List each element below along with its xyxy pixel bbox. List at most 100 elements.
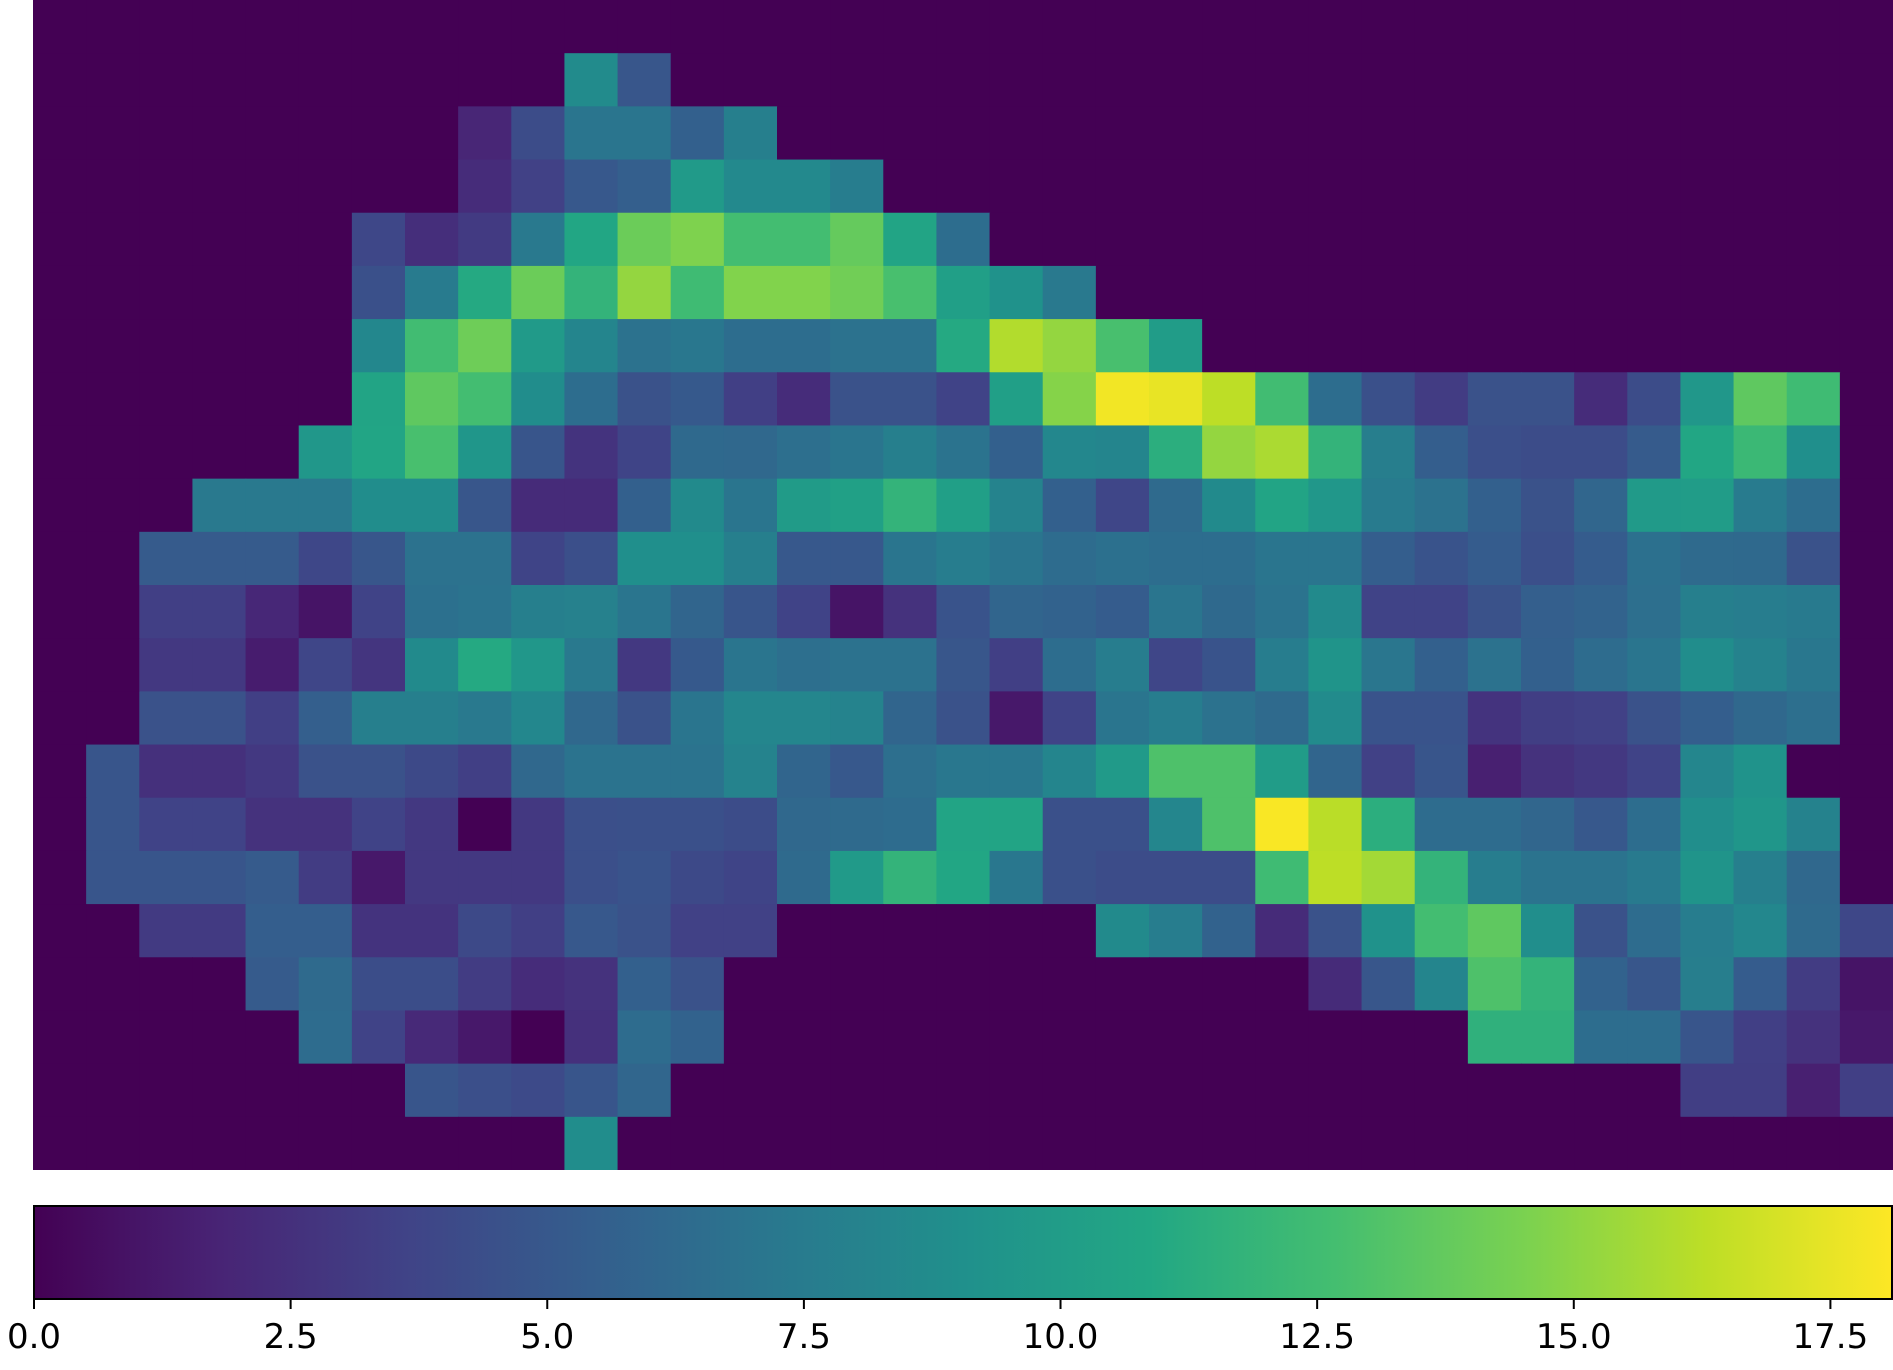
heatmap-cell-r16-c25 xyxy=(1361,850,1416,905)
heatmap-cell-r5-c2 xyxy=(139,265,194,320)
heatmap-cell-r6-c7 xyxy=(405,319,459,373)
heatmap-cell-r14-c9 xyxy=(511,744,566,799)
heatmap-cell-r12-c15 xyxy=(830,638,884,692)
heatmap-cell-r14-c17 xyxy=(936,744,991,799)
heatmap-cell-r7-c20 xyxy=(1095,372,1150,427)
heatmap-cell-r2-c12 xyxy=(670,106,725,161)
heatmap-cell-r20-c23 xyxy=(1255,1063,1310,1118)
heatmap-cell-r19-c24 xyxy=(1308,1010,1363,1065)
heatmap-cell-r2-c24 xyxy=(1308,106,1363,161)
heatmap-cell-r15-c16 xyxy=(883,797,938,852)
heatmap-cell-r1-c1 xyxy=(86,53,140,107)
heatmap-cell-r19-c28 xyxy=(1521,1010,1575,1065)
heatmap-cell-r1-c5 xyxy=(298,53,353,107)
heatmap-cell-r18-c6 xyxy=(351,957,406,1012)
heatmap-cell-r9-c23 xyxy=(1255,478,1310,533)
heatmap-cell-r3-c14 xyxy=(777,159,831,214)
heatmap-cell-r14-c28 xyxy=(1521,744,1575,799)
heatmap-cell-r9-c7 xyxy=(405,478,459,533)
heatmap-cell-r5-c7 xyxy=(405,265,459,320)
heatmap-cell-r21-c3 xyxy=(192,1116,247,1170)
heatmap-cell-r15-c8 xyxy=(458,797,512,852)
heatmap-cell-r0-c34 xyxy=(1839,0,1893,54)
heatmap-cell-r6-c23 xyxy=(1255,319,1310,373)
heatmap-cell-r18-c20 xyxy=(1095,957,1150,1012)
heatmap-cell-r15-c20 xyxy=(1095,797,1150,852)
heatmap-cell-r5-c16 xyxy=(883,265,938,320)
heatmap-cell-r18-c34 xyxy=(1839,957,1893,1012)
heatmap-cell-r7-c24 xyxy=(1308,372,1363,427)
heatmap-cell-r10-c3 xyxy=(192,531,247,586)
heatmap-cell-r1-c20 xyxy=(1095,53,1150,107)
heatmap-cell-r20-c5 xyxy=(298,1063,353,1118)
heatmap-cell-r21-c31 xyxy=(1680,1116,1735,1170)
heatmap-cell-r10-c26 xyxy=(1414,531,1469,586)
heatmap-cell-r11-c26 xyxy=(1414,585,1469,639)
heatmap-cell-r20-c3 xyxy=(192,1063,247,1118)
heatmap-cell-r1-c4 xyxy=(245,53,300,107)
heatmap-cell-r17-c9 xyxy=(511,904,566,958)
heatmap-cell-r8-c21 xyxy=(1149,425,1203,480)
heatmap-cell-r12-c23 xyxy=(1255,638,1310,692)
heatmap-cell-r7-c11 xyxy=(617,372,672,427)
heatmap-cell-r20-c25 xyxy=(1361,1063,1416,1118)
heatmap-cell-r3-c10 xyxy=(564,159,619,214)
heatmap-cell-r8-c10 xyxy=(564,425,619,480)
heatmap-cell-r7-c32 xyxy=(1733,372,1788,427)
heatmap-cell-r16-c3 xyxy=(192,850,247,905)
heatmap-cell-r19-c0 xyxy=(33,1010,87,1065)
heatmap-cell-r12-c10 xyxy=(564,638,619,692)
heatmap-cell-r19-c17 xyxy=(936,1010,991,1065)
heatmap-cell-r2-c6 xyxy=(351,106,406,161)
heatmap-cell-r1-c32 xyxy=(1733,53,1788,107)
heatmap-cell-r20-c24 xyxy=(1308,1063,1363,1118)
heatmap-cell-r19-c21 xyxy=(1149,1010,1203,1065)
heatmap-cell-r9-c3 xyxy=(192,478,247,533)
heatmap-cell-r7-c13 xyxy=(723,372,778,427)
heatmap-cell-r14-c0 xyxy=(33,744,87,799)
heatmap-cell-r14-c11 xyxy=(617,744,672,799)
heatmap-cell-r0-c32 xyxy=(1733,0,1788,54)
heatmap-cell-r0-c29 xyxy=(1574,0,1628,54)
heatmap-cell-r3-c31 xyxy=(1680,159,1735,214)
heatmap-cell-r14-c30 xyxy=(1627,744,1682,799)
heatmap-cell-r16-c19 xyxy=(1042,850,1097,905)
heatmap-cell-r16-c32 xyxy=(1733,850,1788,905)
heatmap-cell-r10-c27 xyxy=(1467,531,1522,586)
heatmap-cell-r20-c9 xyxy=(511,1063,566,1118)
heatmap-cell-r3-c9 xyxy=(511,159,566,214)
heatmap-cell-r10-c4 xyxy=(245,531,300,586)
heatmap-cell-r17-c17 xyxy=(936,904,991,958)
heatmap-cell-r11-c18 xyxy=(989,585,1044,639)
heatmap-cell-r12-c31 xyxy=(1680,638,1735,692)
heatmap-cell-r4-c33 xyxy=(1786,212,1841,267)
heatmap-cell-r11-c16 xyxy=(883,585,938,639)
heatmap-cell-r2-c29 xyxy=(1574,106,1628,161)
heatmap-cell-r6-c26 xyxy=(1414,319,1469,373)
heatmap-cell-r12-c3 xyxy=(192,638,247,692)
heatmap-cell-r9-c33 xyxy=(1786,478,1841,533)
heatmap-cell-r20-c14 xyxy=(777,1063,831,1118)
heatmap-cell-r16-c21 xyxy=(1149,850,1203,905)
heatmap-cell-r8-c1 xyxy=(86,425,140,480)
heatmap-cell-r16-c10 xyxy=(564,850,619,905)
heatmap-cell-r12-c12 xyxy=(670,638,725,692)
heatmap-cell-r9-c10 xyxy=(564,478,619,533)
heatmap-cell-r18-c0 xyxy=(33,957,87,1012)
heatmap-cell-r2-c0 xyxy=(33,106,87,161)
heatmap-cell-r9-c2 xyxy=(139,478,194,533)
heatmap-cell-r11-c5 xyxy=(298,585,353,639)
heatmap-cell-r21-c27 xyxy=(1467,1116,1522,1170)
heatmap-cell-r21-c32 xyxy=(1733,1116,1788,1170)
heatmap-cell-r20-c32 xyxy=(1733,1063,1788,1118)
heatmap-cell-r12-c30 xyxy=(1627,638,1682,692)
colorbar-tick-label-6: 15.0 xyxy=(1536,1317,1612,1357)
heatmap-cell-r21-c33 xyxy=(1786,1116,1841,1170)
heatmap-cell-r15-c18 xyxy=(989,797,1044,852)
heatmap-cell-r2-c11 xyxy=(617,106,672,161)
heatmap-cell-r6-c27 xyxy=(1467,319,1522,373)
heatmap-cell-r15-c2 xyxy=(139,797,194,852)
heatmap-cell-r3-c32 xyxy=(1733,159,1788,214)
heatmap-cell-r20-c26 xyxy=(1414,1063,1469,1118)
heatmap-cell-r16-c12 xyxy=(670,850,725,905)
